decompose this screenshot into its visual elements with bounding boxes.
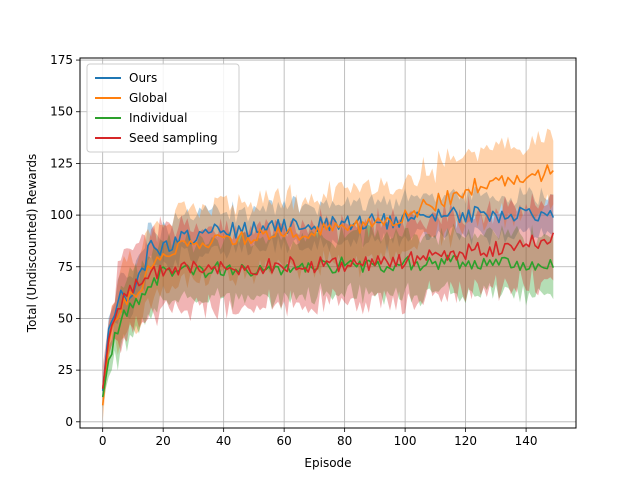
x-tick-label: 140 [515,434,538,448]
x-tick-label: 120 [454,434,477,448]
y-tick-label: 125 [50,156,73,170]
legend-label: Seed sampling [129,131,218,145]
x-tick-label: 100 [394,434,417,448]
legend-label: Ours [129,71,157,85]
series-line-seed-sampling [101,232,555,389]
legend: Ours Global Individual Seed sampling [86,63,240,153]
legend-box [86,63,240,153]
y-tick-label: 175 [50,53,73,67]
x-tick-label: 0 [99,434,107,448]
y-axis-ticks: 0 25 50 75 100 125 150 175 [50,53,80,429]
x-axis-ticks: 0 20 40 60 80 100 120 140 [99,428,538,448]
y-tick-label: 25 [58,363,73,377]
y-tick-label: 50 [58,311,73,325]
legend-label: Individual [129,111,187,125]
y-tick-label: 75 [58,260,73,274]
y-tick-label: 100 [50,208,73,222]
series-line-global [101,164,554,406]
series-band-seed-sampling [102,193,554,404]
x-tick-label: 20 [156,434,171,448]
series-line-individual [101,254,555,398]
x-axis-label: Episode [304,456,351,470]
x-tick-label: 40 [216,434,231,448]
plot-frame [79,57,577,429]
series-lines [101,164,555,406]
y-tick-label: 150 [50,105,73,119]
legend-label: Global [129,91,167,105]
y-tick-label: 0 [65,415,73,429]
x-tick-label: 60 [277,434,292,448]
y-axis-label: Total (Undiscounted) Rewards [25,154,39,333]
x-tick-label: 80 [337,434,352,448]
series-band-ours [102,186,554,402]
